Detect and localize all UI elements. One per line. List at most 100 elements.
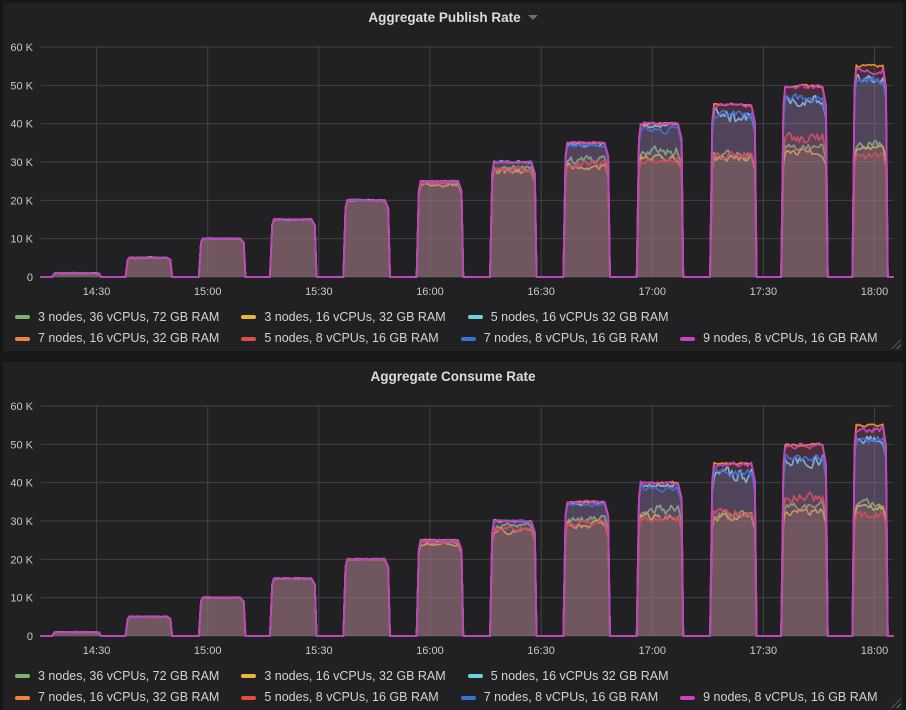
panel-title[interactable]: Aggregate Consume Rate [370, 368, 536, 384]
legend-swatch-icon [241, 315, 257, 319]
legend-swatch-icon [467, 674, 483, 678]
legend-item[interactable]: 5 nodes, 16 vCPUs 32 GB RAM [467, 667, 669, 686]
svg-text:30 K: 30 K [10, 157, 33, 169]
svg-text:17:00: 17:00 [638, 645, 666, 657]
series-area-4 [41, 132, 893, 277]
series-line-4 [40, 131, 894, 278]
panel-resize-handle[interactable] [891, 339, 901, 349]
series-line-0 [40, 139, 894, 278]
svg-text:18:00: 18:00 [861, 645, 889, 657]
legend-label: 3 nodes, 36 vCPUs, 72 GB RAM [38, 309, 220, 324]
consume-rate-chart[interactable]: 0 10 K 20 K 30 K 40 K 50 K 60 K 14:30 15:00 15:30… [3, 390, 903, 662]
grid [41, 46, 893, 278]
legend-item[interactable]: 3 nodes, 36 vCPUs, 72 GB RAM [15, 308, 219, 327]
y-axis: 0 10 K 20 K 30 K 40 K 50 K 60 K [10, 42, 33, 284]
svg-text:16:00: 16:00 [416, 286, 444, 298]
series-line-6 [40, 424, 894, 637]
legend-item[interactable]: 7 nodes, 8 vCPUs, 16 GB RAM [460, 329, 659, 348]
legend-label: 7 nodes, 16 vCPUs, 32 GB RAM [38, 690, 220, 704]
series-line-5 [40, 435, 894, 637]
legend-label: 5 nodes, 8 vCPUs, 16 GB RAM [264, 331, 439, 345]
series-line-1 [40, 503, 894, 637]
series-line-0 [40, 497, 894, 637]
legend-item[interactable]: 7 nodes, 8 vCPUs, 16 GB RAM [460, 688, 659, 707]
legend-label: 7 nodes, 8 vCPUs, 16 GB RAM [483, 331, 659, 345]
x-axis: 14:30 15:00 15:30 16:00 16:30 17:00 17:30 18:00 [83, 645, 888, 657]
panel-header[interactable]: Aggregate Publish Rate [3, 3, 903, 31]
svg-text:16:30: 16:30 [527, 645, 555, 657]
series-area-3 [41, 424, 893, 636]
consume-legend: 3 nodes, 36 vCPUs, 72 GB RAM 3 nodes, 16 … [3, 662, 903, 707]
series-area-2 [41, 436, 893, 636]
legend-item[interactable]: 5 nodes, 8 vCPUs, 16 GB RAM [241, 329, 439, 348]
panel-aggregate-publish-rate: Aggregate Publish Rate 0 10 K 20 K 30 K 40 K… [3, 3, 903, 351]
series-line-3 [40, 63, 894, 278]
legend-item[interactable]: 9 nodes, 8 vCPUs, 16 GB RAM [680, 688, 878, 707]
svg-text:40 K: 40 K [10, 478, 33, 490]
legend-item[interactable]: 3 nodes, 16 vCPUs, 32 GB RAM [241, 308, 446, 327]
legend-item[interactable]: 5 nodes, 16 vCPUs 32 GB RAM [467, 308, 669, 327]
panel-menu-caret-icon[interactable] [527, 14, 538, 20]
publish-rate-chart[interactable]: 0 10 K 20 K 30 K 40 K 50 K 60 K 14:30 15:00 15:30… [3, 31, 903, 303]
legend-label: 7 nodes, 16 vCPUs, 32 GB RAM [38, 331, 220, 345]
series-line-2 [40, 435, 894, 637]
series-area-6 [41, 68, 893, 278]
series-area-4 [41, 492, 893, 636]
legend-label: 5 nodes, 8 vCPUs, 16 GB RAM [264, 690, 439, 704]
consume-rate-plot[interactable]: 0 10 K 20 K 30 K 40 K 50 K 60 K 14:30 15:00 15:30… [3, 390, 903, 662]
legend-item[interactable]: 9 nodes, 8 vCPUs, 16 GB RAM [680, 329, 878, 348]
panel-header[interactable]: Aggregate Consume Rate [3, 362, 903, 390]
legend-swatch-icon [460, 336, 476, 341]
series-area-0 [41, 498, 893, 636]
svg-text:40 K: 40 K [10, 119, 33, 131]
legend-item[interactable]: 7 nodes, 16 vCPUs, 32 GB RAM [15, 688, 219, 707]
legend-swatch-icon [680, 336, 696, 341]
svg-text:15:00: 15:00 [194, 286, 222, 298]
panel-aggregate-consume-rate: Aggregate Consume Rate 0 10 K 20 K 30 K 40 K… [3, 362, 903, 710]
svg-text:16:30: 16:30 [527, 286, 555, 298]
legend-swatch-icon [15, 315, 30, 319]
svg-text:18:00: 18:00 [861, 286, 889, 298]
panel-resize-handle[interactable] [891, 698, 901, 708]
legend-item[interactable]: 3 nodes, 16 vCPUs, 32 GB RAM [241, 667, 446, 686]
series-area-0 [41, 140, 893, 277]
svg-text:20 K: 20 K [10, 554, 33, 566]
legend-label: 3 nodes, 16 vCPUs, 32 GB RAM [264, 668, 446, 683]
svg-text:17:30: 17:30 [750, 645, 778, 657]
svg-text:10 K: 10 K [10, 593, 33, 605]
legend-label: 7 nodes, 8 vCPUs, 16 GB RAM [483, 690, 659, 704]
legend-item[interactable]: 7 nodes, 16 vCPUs, 32 GB RAM [15, 329, 219, 348]
legend-swatch-icon [680, 695, 696, 700]
series-line-6 [40, 67, 894, 278]
legend-label: 5 nodes, 16 vCPUs 32 GB RAM [490, 309, 669, 324]
svg-text:0: 0 [27, 631, 33, 643]
legend-item[interactable]: 3 nodes, 36 vCPUs, 72 GB RAM [15, 667, 219, 686]
svg-text:30 K: 30 K [10, 516, 33, 528]
y-axis: 0 10 K 20 K 30 K 40 K 50 K 60 K [10, 401, 33, 643]
legend-label: 9 nodes, 8 vCPUs, 16 GB RAM [703, 690, 878, 704]
series-line-5 [40, 75, 894, 278]
legend-swatch-icon [241, 695, 257, 700]
svg-text:17:30: 17:30 [750, 286, 778, 298]
series-line-2 [40, 73, 894, 278]
series-line-1 [40, 144, 894, 278]
publish-rate-plot[interactable]: 0 10 K 20 K 30 K 40 K 50 K 60 K 14:30 15:00 15:30… [3, 31, 903, 303]
svg-text:15:30: 15:30 [305, 286, 333, 298]
svg-text:50 K: 50 K [10, 80, 33, 92]
series-area-5 [41, 76, 893, 277]
svg-text:10 K: 10 K [10, 234, 33, 246]
legend-swatch-icon [460, 695, 476, 700]
svg-text:15:30: 15:30 [305, 645, 333, 657]
svg-text:14:30: 14:30 [83, 286, 111, 298]
legend-swatch-icon [15, 336, 30, 341]
series-area-1 [41, 145, 893, 277]
svg-text:50 K: 50 K [10, 439, 33, 451]
panel-title[interactable]: Aggregate Publish Rate [368, 9, 521, 25]
publish-legend: 3 nodes, 36 vCPUs, 72 GB RAM 3 nodes, 16 … [3, 303, 903, 348]
svg-text:17:00: 17:00 [638, 286, 666, 298]
legend-label: 3 nodes, 16 vCPUs, 32 GB RAM [264, 309, 446, 324]
x-axis: 14:30 15:00 15:30 16:00 16:30 17:00 17:30 18:00 [83, 286, 888, 298]
svg-text:0: 0 [27, 272, 33, 284]
legend-item[interactable]: 5 nodes, 8 vCPUs, 16 GB RAM [241, 688, 439, 707]
legend-swatch-icon [15, 695, 30, 700]
